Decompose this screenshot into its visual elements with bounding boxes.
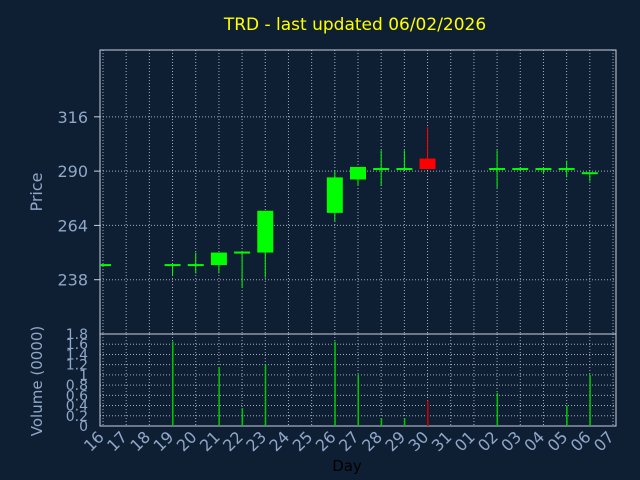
volume-bar — [172, 341, 174, 426]
candle-body — [512, 168, 529, 171]
volume-bar — [380, 418, 383, 426]
candle-body — [326, 177, 343, 213]
candle-body — [234, 251, 251, 254]
price-tick-label: 238 — [57, 271, 88, 290]
candle-body — [373, 168, 390, 171]
volume-tick-label: 1.6 — [66, 337, 88, 353]
volume-bar — [264, 364, 267, 426]
volume-bar — [334, 341, 336, 426]
candle-body — [396, 168, 413, 171]
volume-tick-label: 1.4 — [66, 347, 88, 363]
candle-body — [558, 168, 575, 171]
candle-body — [187, 264, 204, 267]
volume-bar — [403, 418, 406, 426]
price-tick-label: 316 — [57, 108, 88, 127]
volume-bar — [357, 374, 359, 426]
volume-tick-label: 1.8 — [66, 327, 88, 343]
chart-title: TRD - last updated 06/02/2026 — [223, 15, 486, 35]
candle-body — [489, 168, 506, 171]
candle-body — [210, 252, 227, 266]
candle-body — [257, 210, 274, 253]
price-axis-title: Price — [27, 172, 46, 211]
candle-body — [164, 264, 181, 267]
volume-bar — [218, 367, 220, 426]
candle-body — [581, 172, 598, 175]
volume-tick-label: 0.4 — [66, 399, 88, 415]
volume-tick-label: 1.2 — [66, 358, 88, 374]
price-tick-label: 264 — [57, 216, 88, 235]
volume-bar — [241, 408, 244, 426]
volume-tick-label: 0 — [79, 419, 88, 435]
volume-tick-label: 1 — [79, 368, 88, 384]
volume-tick-label: 0.8 — [66, 378, 88, 394]
volume-axis-title: Volume (0000) — [28, 326, 46, 436]
volume-bar — [589, 374, 591, 426]
candle-body — [535, 168, 552, 171]
x-axis-title: Day — [332, 457, 362, 475]
volume-tick-label: 0.2 — [66, 409, 88, 425]
candle-body — [419, 158, 436, 170]
price-tick-label: 290 — [57, 162, 88, 181]
volume-bar — [566, 405, 568, 426]
x-tick-label: 07 — [590, 427, 618, 455]
candle-body — [350, 166, 366, 180]
volume-bar — [427, 400, 429, 426]
volume-tick-label: 0.6 — [66, 388, 88, 404]
volume-bar — [496, 392, 499, 426]
candle-body — [100, 264, 111, 267]
